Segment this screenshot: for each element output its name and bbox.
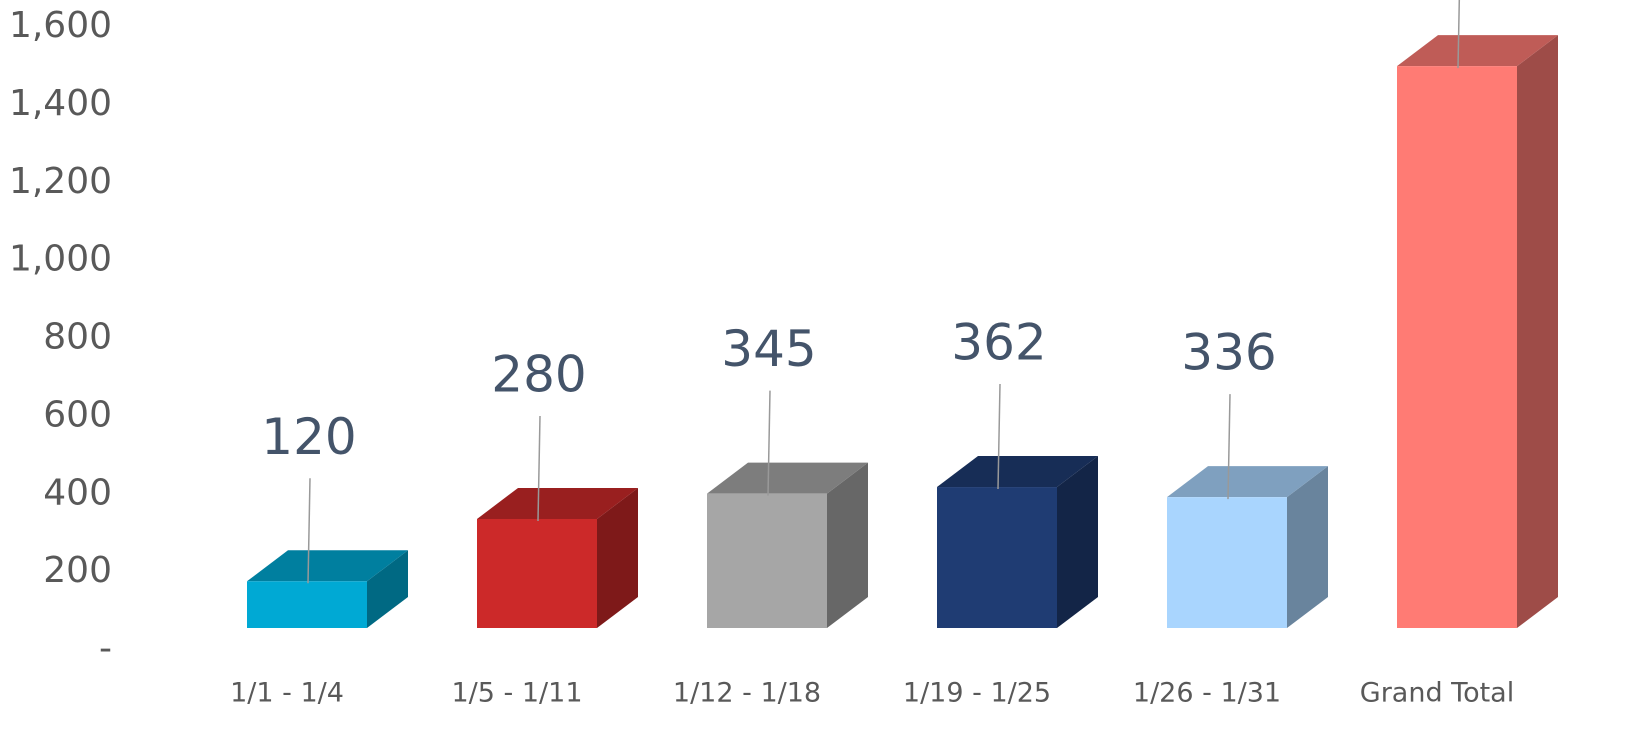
leader-line [1227,394,1231,500]
bar-side [1057,456,1098,628]
y-tick-label: 800 [43,317,112,358]
leader-line [997,384,1001,490]
bar-side [597,487,638,628]
bar [1167,497,1287,628]
bar [1397,66,1517,628]
data-label: 362 [951,314,1046,372]
x-tick-label: 1/1 - 1/4 [230,678,344,709]
y-tick-label: 200 [43,550,112,591]
y-tick-label: 1,000 [9,239,112,280]
bar-top [247,550,408,582]
x-tick-label: Grand Total [1360,678,1514,709]
bar [247,581,367,628]
bar-top [477,487,638,519]
x-tick-label: 1/5 - 1/11 [452,678,583,709]
bar-side [367,550,408,628]
data-label: 280 [491,345,586,403]
leader-line [1457,0,1461,69]
bar [707,493,827,628]
y-tick-label: 1,400 [9,83,112,124]
y-tick-label: 1,200 [9,161,112,202]
x-tick-label: 1/19 - 1/25 [903,678,1051,709]
bar-top [707,462,868,494]
x-tick-label: 1/12 - 1/18 [673,678,821,709]
leader-line [537,415,541,521]
data-label: 120 [261,408,356,466]
data-label: 336 [1181,324,1276,382]
y-tick-label: 1,600 [9,5,112,46]
data-label: 345 [721,320,816,378]
bar [937,487,1057,628]
bar-side [1287,466,1328,628]
x-tick-label: 1/26 - 1/31 [1133,678,1281,709]
bar-top [1167,466,1328,498]
bar-top [937,456,1098,488]
bar-top [1397,35,1558,67]
y-tick-label: - [99,628,112,669]
leader-line [307,478,311,584]
bar [477,518,597,628]
bar-side [827,462,868,628]
y-tick-label: 400 [43,472,112,513]
y-tick-label: 600 [43,394,112,435]
bar-side [1517,35,1558,628]
leader-line [767,390,771,496]
